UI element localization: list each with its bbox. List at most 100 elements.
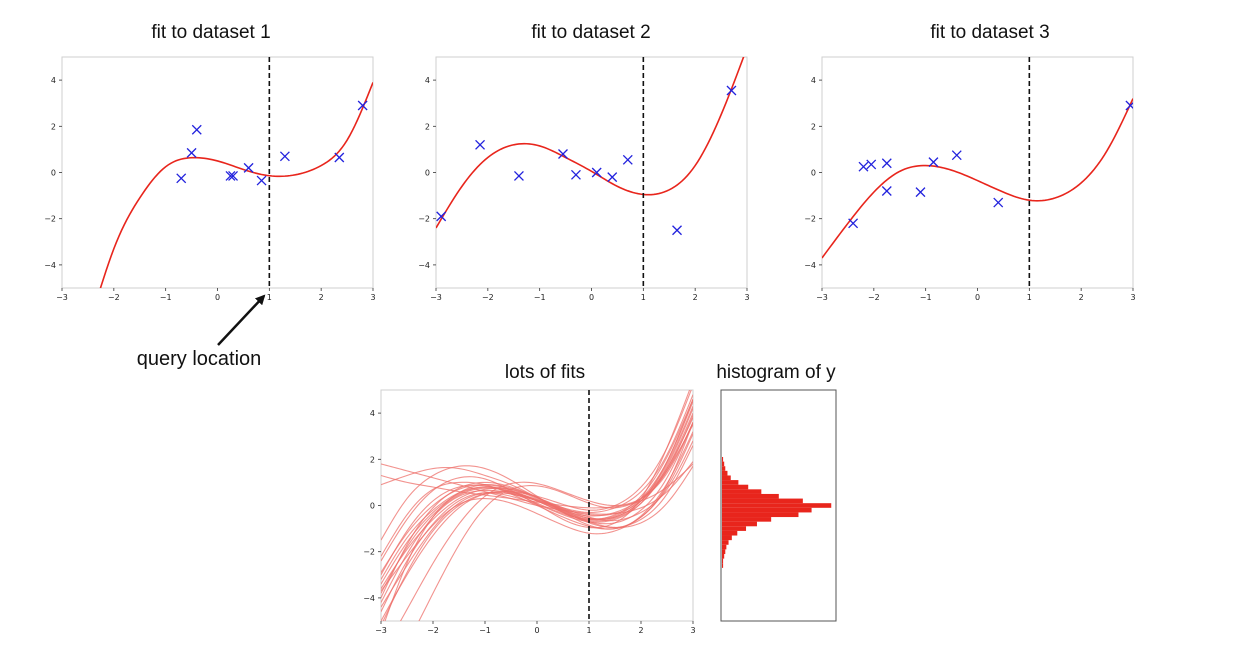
plot-area (381, 390, 693, 621)
data-point (726, 85, 737, 96)
histogram-bar (722, 558, 724, 564)
data-point (475, 139, 486, 150)
data-point-stroke (866, 159, 877, 170)
fit-curve (418, 415, 693, 621)
x-tick-label: −1 (160, 293, 172, 302)
x-tick-label: −1 (920, 293, 932, 302)
data-point-stroke (881, 158, 892, 169)
fit-curve (381, 390, 691, 562)
x-tick-label: 1 (267, 293, 272, 302)
plot-frame (61, 56, 374, 289)
plot-frame (435, 56, 748, 289)
x-tick-label: −1 (479, 626, 491, 635)
y-tick-label: 4 (811, 76, 816, 85)
x-tick-label: −2 (868, 293, 880, 302)
data-point-stroke (176, 173, 187, 184)
data-point (591, 167, 602, 178)
histogram-bar (722, 470, 728, 476)
data-point-stroke (848, 218, 859, 229)
histogram-bar (722, 498, 803, 504)
fit-curve (381, 463, 693, 509)
histogram-bar (722, 526, 747, 531)
fit-curve (381, 431, 693, 592)
fit-curve (381, 445, 693, 573)
data-point-stroke (570, 169, 581, 180)
fit-curve (822, 98, 1133, 259)
data-point (607, 172, 618, 183)
data-point-stroke (334, 152, 345, 163)
fit-curve (99, 82, 373, 288)
panel-lots-of-fits: −3 −2 −1 0 1 2 3 −4 −2 0 2 4 (363, 389, 696, 635)
panel-2-title: fit to dataset 2 (531, 22, 650, 43)
data-point (279, 151, 290, 162)
histogram-bar (722, 540, 729, 545)
plot-area (99, 82, 373, 288)
data-point-stroke (186, 147, 197, 158)
x-tick-label: −3 (375, 626, 387, 635)
data-point (176, 173, 187, 184)
y-tick-label: 0 (425, 169, 430, 178)
data-point (915, 187, 926, 198)
data-point (243, 162, 254, 173)
x-tick-label: 1 (1027, 293, 1032, 302)
data-point (1125, 100, 1133, 111)
plot-area (822, 98, 1133, 259)
data-point (256, 175, 267, 186)
data-point-stroke (672, 225, 682, 236)
data-point (928, 157, 939, 168)
x-tick-label: −1 (534, 293, 546, 302)
y-tick-label: −2 (363, 548, 375, 557)
histogram-bar (722, 461, 725, 467)
data-point-stroke (607, 172, 618, 183)
fit-curve (436, 57, 745, 229)
x-tick-label: −3 (816, 293, 828, 302)
y-tick-label: −2 (44, 215, 56, 224)
y-tick-label: −2 (418, 215, 430, 224)
data-point (436, 211, 447, 222)
data-point-stroke (279, 151, 290, 162)
histogram-bar (722, 480, 739, 485)
query-location-label: query location (137, 348, 262, 370)
data-point-stroke (228, 171, 239, 181)
histogram-bar (722, 456, 724, 462)
histogram-title: histogram of y (716, 362, 836, 383)
histogram-frame (720, 389, 837, 622)
panel-1-title: fit to dataset 1 (151, 22, 270, 43)
y-tick-label: 2 (425, 122, 430, 131)
data-point-stroke (256, 175, 267, 186)
x-tick-label: 2 (319, 293, 324, 302)
data-point (570, 169, 581, 180)
data-point-stroke (726, 85, 737, 96)
data-point (866, 159, 877, 170)
panel-dataset-3: −3 −2 −1 0 1 2 3 −4 −2 0 2 4 (804, 56, 1136, 302)
y-tick-label: 2 (370, 455, 375, 464)
x-tick-label: 3 (1130, 293, 1135, 302)
x-tick-label: 3 (744, 293, 749, 302)
histogram-bar (722, 549, 726, 555)
x-tick-label: 3 (690, 626, 695, 635)
y-tick-label: 0 (51, 169, 56, 178)
x-tick-label: 0 (975, 293, 980, 302)
data-point (858, 161, 869, 172)
data-point-stroke (858, 161, 869, 172)
y-tick-label: 4 (425, 76, 430, 85)
data-point-stroke (558, 149, 568, 159)
x-tick-label: 0 (215, 293, 220, 302)
data-point-stroke (475, 139, 486, 150)
y-tick-label: 4 (370, 409, 375, 418)
y-tick-label: −4 (44, 261, 56, 270)
data-point-stroke (622, 154, 633, 165)
x-tick-label: 2 (638, 626, 643, 635)
data-point (881, 186, 892, 196)
y-tick-label: 0 (370, 502, 375, 511)
data-point-stroke (436, 211, 447, 222)
x-tick-label: 1 (641, 293, 646, 302)
plot-area (436, 57, 745, 236)
y-tick-label: 2 (811, 122, 816, 131)
x-tick-label: 1 (586, 626, 591, 635)
data-point (672, 225, 682, 236)
data-point (357, 100, 368, 111)
data-point (951, 150, 962, 161)
data-point-stroke (1125, 101, 1133, 111)
